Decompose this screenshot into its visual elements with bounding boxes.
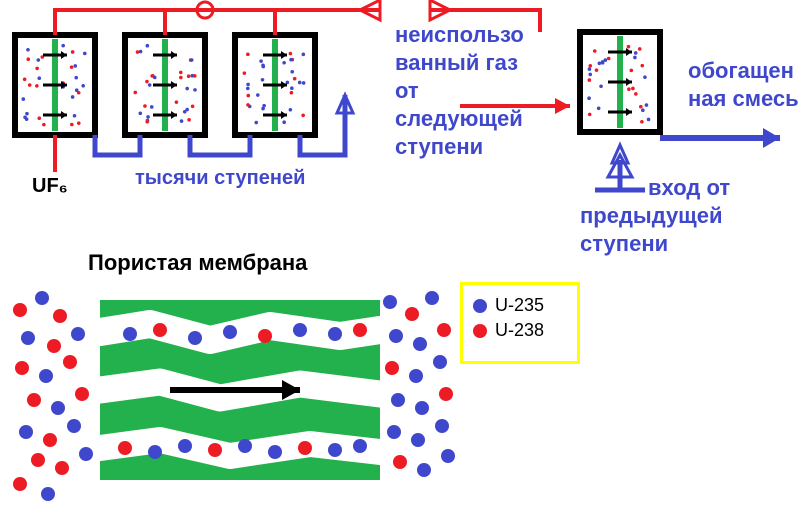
svg-text:ванный газ: ванный газ (395, 50, 518, 75)
svg-text:от: от (395, 78, 419, 103)
legend-u238-label: U-238 (495, 320, 544, 341)
legend-dot-u238 (473, 324, 487, 338)
svg-text:тысячи ступеней: тысячи ступеней (135, 167, 305, 189)
svg-text:ступени: ступени (395, 134, 483, 159)
legend-box: U-235 U-238 (460, 282, 580, 364)
legend-dot-u235 (473, 299, 487, 313)
svg-text:обогащен: обогащен (688, 58, 794, 83)
legend-u238-row: U-238 (473, 320, 567, 341)
svg-text:Пористая мембрана: Пористая мембрана (88, 250, 308, 275)
svg-text:предыдущей: предыдущей (580, 203, 723, 228)
svg-text:следующей: следующей (395, 106, 523, 131)
svg-text:вход от: вход от (648, 175, 730, 200)
legend-u235-row: U-235 (473, 295, 567, 316)
svg-text:неиспользо: неиспользо (395, 22, 524, 47)
legend-u235-label: U-235 (495, 295, 544, 316)
diagram-svg: UF₆ тысячи ступеней Пористая мембрана неисп… (0, 0, 808, 520)
svg-text:ступени: ступени (580, 231, 668, 256)
svg-text:UF₆: UF₆ (32, 175, 68, 197)
svg-text:ная смесь: ная смесь (688, 86, 799, 111)
